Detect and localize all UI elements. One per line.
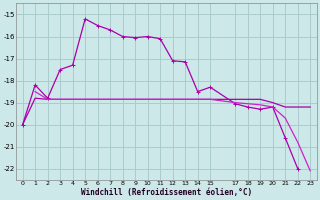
X-axis label: Windchill (Refroidissement éolien,°C): Windchill (Refroidissement éolien,°C)	[81, 188, 252, 197]
